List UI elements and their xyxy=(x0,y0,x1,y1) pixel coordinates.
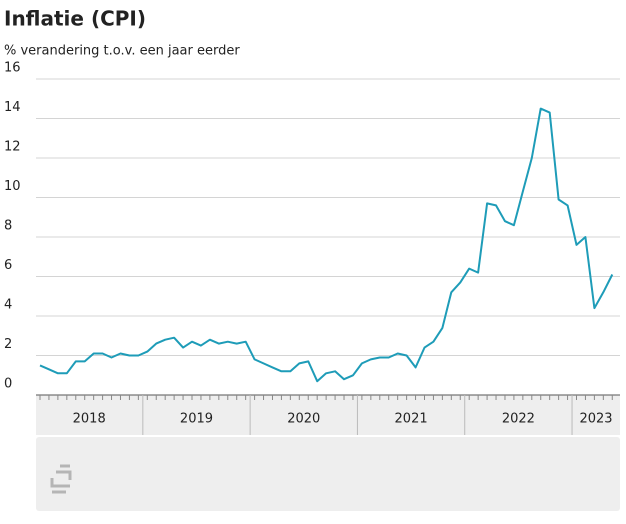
y-tick-label: 10 xyxy=(4,179,21,194)
y-tick-label: 14 xyxy=(4,100,21,115)
x-axis-band xyxy=(36,395,620,435)
logo xyxy=(50,464,72,494)
y-tick-label: 12 xyxy=(4,140,21,155)
y-tick-label: 8 xyxy=(4,219,12,234)
x-tick-label: 2023 xyxy=(579,412,612,427)
x-tick-label: 2021 xyxy=(395,412,428,427)
line xyxy=(39,107,614,383)
chart-title: Inflatie (CPI) xyxy=(4,7,146,31)
x-tick-label: 2019 xyxy=(180,412,213,427)
x-tick-label: 2018 xyxy=(73,412,106,427)
y-tick-label: 16 xyxy=(4,61,21,76)
y-tick-label: 0 xyxy=(4,377,12,392)
x-tick-label: 2022 xyxy=(502,412,535,427)
footer xyxy=(36,437,620,511)
x-tick-label: 2020 xyxy=(287,412,320,427)
y-tick-label: 6 xyxy=(4,258,12,273)
y-tick-label: 2 xyxy=(4,337,12,352)
y-tick-label: 4 xyxy=(4,298,12,313)
chart-subtitle: % verandering t.o.v. een jaar eerder xyxy=(4,44,240,59)
